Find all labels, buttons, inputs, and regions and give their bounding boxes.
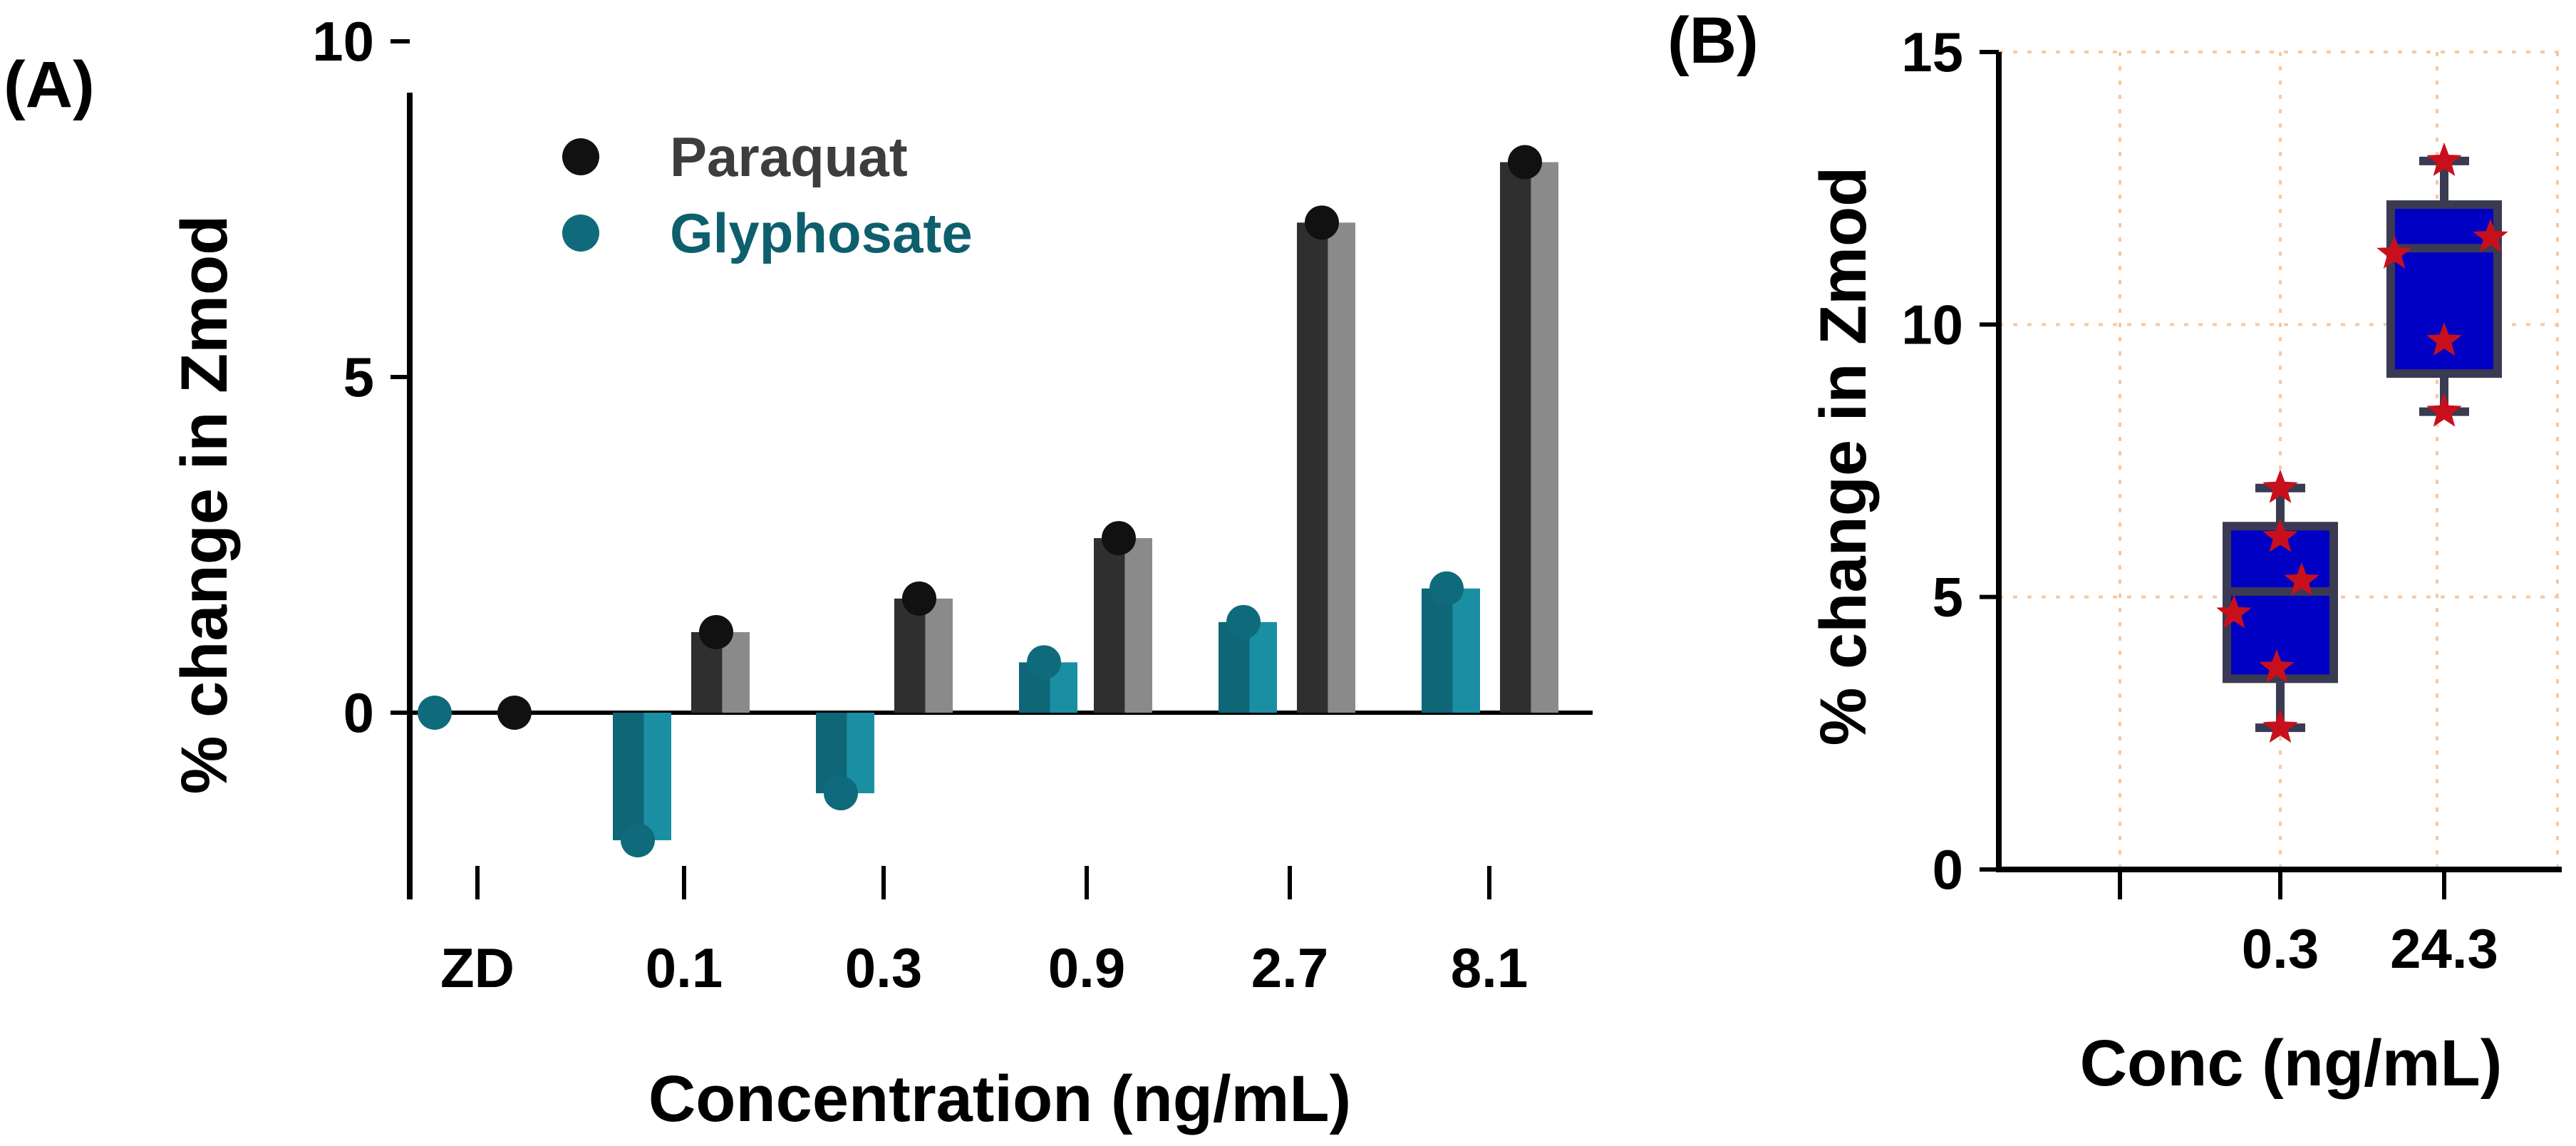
panel-b-y-label: % change in Zmod bbox=[1807, 167, 1880, 746]
box-point bbox=[2216, 594, 2252, 629]
legend-paraquat-label: Paraquat bbox=[670, 125, 908, 188]
panel-a-y-tick-label: 10 bbox=[312, 10, 374, 73]
paraquat-point bbox=[1102, 521, 1136, 556]
box-point bbox=[2262, 709, 2298, 743]
glyphosate-point bbox=[1027, 645, 1061, 680]
panel-b-label: (B) bbox=[1667, 4, 1759, 77]
legend-paraquat-marker bbox=[562, 138, 599, 175]
box-point bbox=[2376, 234, 2412, 269]
box-point bbox=[2262, 518, 2298, 552]
glyphosate-point bbox=[1429, 571, 1464, 606]
legend-glyphosate-label: Glyphosate bbox=[670, 202, 973, 264]
panel-b: (B) 0 5 10 15 0.3 24.3 % change in Zmod Conc… bbox=[1667, 4, 2562, 1100]
box bbox=[2223, 522, 2338, 683]
panel-a: (A) 0 5 10 ZD 0.1 0.3 0.9 2.7 8.1 Paraquat Glyp… bbox=[4, 10, 1593, 1135]
panel-b-x-label: Conc (ng/mL) bbox=[2080, 1027, 2503, 1100]
box-point bbox=[2262, 469, 2298, 503]
box-point bbox=[2259, 649, 2295, 683]
paraquat-point bbox=[699, 614, 733, 649]
panel-a-x-tick-label: 0.3 bbox=[845, 936, 922, 999]
panel-a-legend: Paraquat Glyphosate bbox=[562, 125, 973, 264]
box-point bbox=[2426, 142, 2462, 176]
glyphosate-point bbox=[621, 822, 655, 857]
box-point bbox=[2426, 393, 2462, 427]
glyphosate-point bbox=[1226, 604, 1261, 639]
panel-a-label: (A) bbox=[4, 48, 95, 121]
paraquat-point bbox=[497, 696, 532, 730]
box-point bbox=[2426, 322, 2462, 356]
panel-a-x-label: Concentration (ng/mL) bbox=[648, 1063, 1351, 1135]
box-point bbox=[2284, 562, 2319, 596]
paraquat-bar-shade bbox=[894, 598, 926, 713]
glyphosate-point bbox=[824, 776, 858, 811]
paraquat-bar-shade bbox=[1297, 222, 1328, 713]
box-point bbox=[2473, 219, 2508, 252]
paraquat-point bbox=[1305, 205, 1339, 240]
glyphosate-point bbox=[418, 696, 452, 730]
panel-a-y-tick-label: 5 bbox=[343, 346, 374, 408]
panel-b-y-tick-label: 0 bbox=[1933, 838, 1963, 901]
paraquat-bar-shade bbox=[1094, 538, 1125, 713]
paraquat-point bbox=[1508, 145, 1542, 180]
panel-a-x-tick-label: 8.1 bbox=[1451, 936, 1528, 999]
panel-b-y-tick-label: 10 bbox=[1901, 293, 1963, 356]
panel-a-y-tick-label: 0 bbox=[343, 681, 374, 744]
panel-b-y-tick-label: 5 bbox=[1933, 566, 1963, 629]
legend-glyphosate-marker bbox=[562, 215, 599, 252]
panel-a-x-tick-label: 0.9 bbox=[1048, 936, 1125, 999]
panel-b-x-tick-label: 24.3 bbox=[2390, 917, 2498, 980]
paraquat-point bbox=[902, 581, 936, 616]
panel-a-y-label: % change in Zmod bbox=[168, 215, 241, 795]
panel-a-x-tick-label: 2.7 bbox=[1251, 936, 1328, 999]
glyphosate-bar-shade bbox=[1422, 588, 1453, 713]
glyphosate-bar-shade bbox=[613, 713, 644, 840]
panel-a-x-tick-label: ZD bbox=[440, 936, 514, 999]
panel-a-x-tick-label: 0.1 bbox=[646, 936, 723, 999]
panel-b-x-tick-label: 0.3 bbox=[2242, 917, 2319, 980]
paraquat-bar-shade bbox=[1500, 162, 1531, 713]
panel-b-y-tick-label: 15 bbox=[1901, 21, 1963, 83]
